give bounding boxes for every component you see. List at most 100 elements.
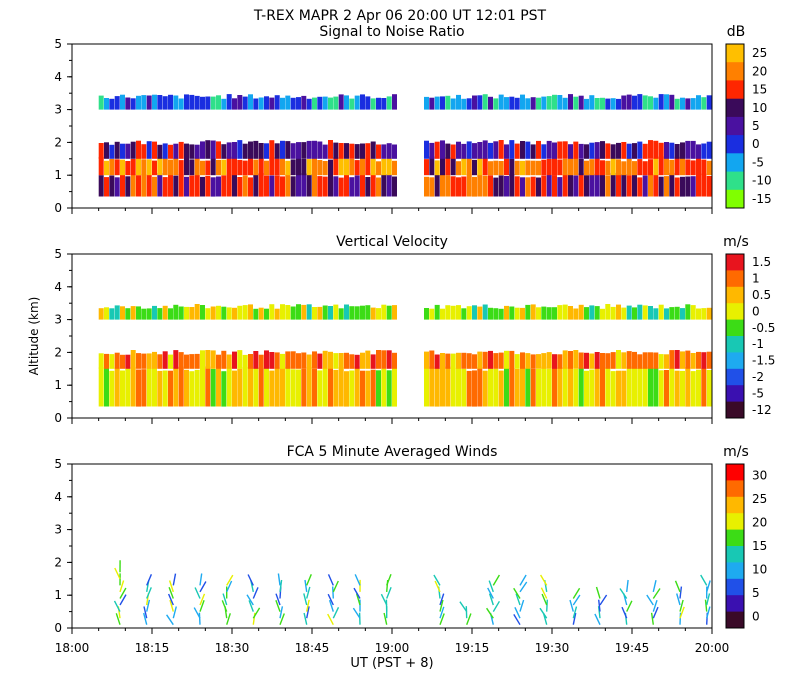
heatmap-cell <box>605 98 611 110</box>
heatmap-cell <box>589 353 595 369</box>
heatmap-cell <box>322 161 328 176</box>
heatmap-cell <box>626 366 632 407</box>
heatmap-cell <box>562 174 568 197</box>
wind-barb <box>114 567 121 580</box>
heatmap-cell <box>653 140 659 159</box>
heatmap-cell <box>429 366 435 407</box>
heatmap-cell <box>493 160 499 176</box>
heatmap-cell <box>477 95 483 110</box>
heatmap-cell <box>573 175 579 197</box>
heatmap-cell <box>600 174 605 197</box>
heatmap-cell <box>466 173 472 197</box>
heatmap-cell <box>381 304 387 320</box>
heatmap-cell <box>178 160 184 176</box>
heatmap-cell <box>589 142 595 159</box>
heatmap-cell <box>472 176 477 197</box>
heatmap-cell <box>317 141 323 159</box>
y-tick-label: 5 <box>54 457 62 471</box>
wind-barb <box>539 574 548 586</box>
wind-barb <box>466 613 472 625</box>
heatmap-cell <box>680 97 685 110</box>
heatmap-cell <box>189 354 195 369</box>
heatmap-cell <box>504 305 509 320</box>
heatmap-cell <box>104 160 109 176</box>
heatmap-cell <box>141 159 147 176</box>
heatmap-cell <box>424 176 429 197</box>
x-axis-label: UT (PST + 8) <box>350 656 433 671</box>
wind-barb <box>541 593 548 606</box>
wind-barb <box>439 593 445 606</box>
heatmap-cell <box>338 177 344 197</box>
heatmap-cell <box>557 159 563 176</box>
wind-barb <box>279 606 284 619</box>
heatmap-cell <box>477 306 483 320</box>
heatmap-cell <box>349 354 355 369</box>
wind-barb <box>146 587 152 599</box>
heatmap-cell <box>637 177 643 197</box>
heatmap-cell <box>285 95 291 110</box>
heatmap-cell <box>658 304 664 320</box>
heatmap-cell <box>509 96 515 110</box>
heatmap-cell <box>701 143 707 159</box>
heatmap-cell <box>573 369 579 407</box>
heatmap-cell <box>130 174 136 197</box>
heatmap-cell <box>184 306 189 320</box>
y-tick-label: 3 <box>54 313 62 327</box>
heatmap-cell <box>536 354 541 369</box>
heatmap-cell <box>365 177 371 197</box>
heatmap-cell <box>514 368 520 407</box>
heatmap-cell <box>472 159 477 176</box>
heatmap-cell <box>541 353 547 369</box>
heatmap-cell <box>328 159 333 176</box>
heatmap-cell <box>685 140 691 159</box>
heatmap-cell <box>312 174 317 197</box>
heatmap-cell <box>285 366 291 407</box>
colorbar-swatch <box>726 116 744 136</box>
heatmap-cell <box>120 306 125 320</box>
heatmap-cell <box>520 141 525 159</box>
heatmap-cell <box>130 350 136 369</box>
heatmap-cell <box>557 177 563 197</box>
wind-barb <box>439 613 445 625</box>
heatmap-cell <box>594 175 600 197</box>
heatmap-cell <box>456 94 461 110</box>
heatmap-cell <box>493 177 499 197</box>
heatmap-cell <box>232 173 237 197</box>
heatmap-cell <box>392 305 397 320</box>
heatmap-cell <box>125 97 131 110</box>
heatmap-cell <box>130 98 136 110</box>
heatmap-cell <box>162 96 168 110</box>
heatmap-cell <box>578 159 584 176</box>
heatmap-cell <box>621 352 627 369</box>
heatmap-cell <box>162 305 168 320</box>
heatmap-cell <box>232 98 237 110</box>
heatmap-cell <box>376 177 381 197</box>
wind-barb <box>572 587 581 599</box>
heatmap-cell <box>562 367 568 407</box>
heatmap-cell <box>477 351 483 369</box>
heatmap-cell <box>322 96 328 110</box>
wind-barb <box>115 613 121 625</box>
heatmap-cell <box>301 142 307 159</box>
heatmap-cell <box>626 305 632 320</box>
heatmap-cell <box>525 353 531 369</box>
heatmap-cell <box>210 140 216 159</box>
heatmap-cell <box>690 353 696 369</box>
heatmap-cell <box>248 368 253 407</box>
heatmap-cell <box>477 158 483 176</box>
heatmap-cell <box>248 156 253 176</box>
wind-barb <box>167 593 174 606</box>
heatmap-cell <box>552 354 557 369</box>
velocity-colorbar-unit: m/s <box>723 234 749 250</box>
heatmap-cell <box>632 161 637 176</box>
heatmap-cell <box>584 370 589 407</box>
heatmap-cell <box>680 157 685 176</box>
heatmap-cell <box>594 352 600 369</box>
heatmap-cell <box>541 306 547 320</box>
wind-barb <box>277 573 281 586</box>
heatmap-cell <box>205 175 211 197</box>
colorbar-label: -5 <box>752 155 764 169</box>
heatmap-cell <box>232 307 237 320</box>
heatmap-cell <box>450 176 456 197</box>
